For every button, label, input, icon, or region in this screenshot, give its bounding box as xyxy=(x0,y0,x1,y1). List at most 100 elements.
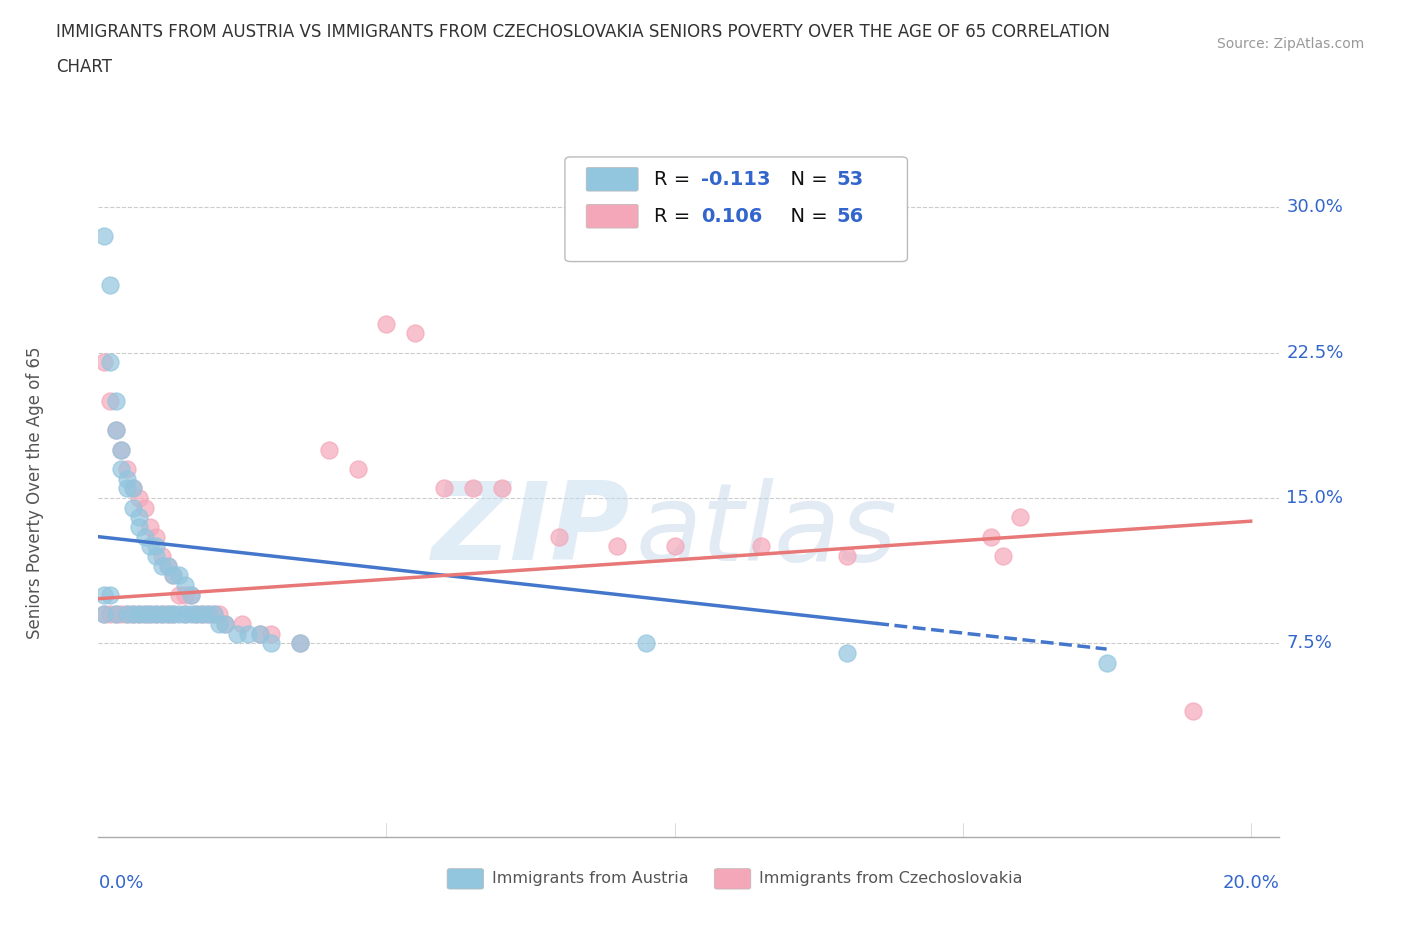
Text: 22.5%: 22.5% xyxy=(1286,343,1344,362)
Point xyxy=(93,606,115,621)
Point xyxy=(98,355,121,370)
Point xyxy=(162,568,184,583)
Point xyxy=(156,606,179,621)
Point xyxy=(93,229,115,244)
Text: 0.0%: 0.0% xyxy=(98,874,143,892)
Point xyxy=(122,500,145,515)
Point xyxy=(104,423,127,438)
Point xyxy=(318,442,340,457)
Text: 30.0%: 30.0% xyxy=(1286,198,1343,217)
Point xyxy=(122,481,145,496)
Point xyxy=(115,472,138,486)
Text: IMMIGRANTS FROM AUSTRIA VS IMMIGRANTS FROM CZECHOSLOVAKIA SENIORS POVERTY OVER T: IMMIGRANTS FROM AUSTRIA VS IMMIGRANTS FR… xyxy=(56,23,1111,41)
Point xyxy=(173,606,195,621)
Point xyxy=(98,277,121,292)
Point xyxy=(191,606,214,621)
Point xyxy=(139,606,162,621)
Text: Immigrants from Czechoslovakia: Immigrants from Czechoslovakia xyxy=(759,871,1022,886)
Point xyxy=(110,606,132,621)
Point xyxy=(122,606,145,621)
Point xyxy=(461,481,484,496)
Point xyxy=(134,606,156,621)
Point xyxy=(214,617,236,631)
Point xyxy=(375,316,398,331)
Point xyxy=(115,606,138,621)
Point xyxy=(104,423,127,438)
Point xyxy=(288,636,311,651)
Point xyxy=(139,606,162,621)
Point xyxy=(208,606,231,621)
Point xyxy=(145,549,167,564)
Point xyxy=(249,626,271,641)
Point xyxy=(150,606,173,621)
Point xyxy=(128,606,150,621)
Point xyxy=(104,393,127,408)
Point xyxy=(260,626,283,641)
FancyBboxPatch shape xyxy=(586,205,638,228)
Point xyxy=(134,606,156,621)
Point xyxy=(145,606,167,621)
Point xyxy=(173,606,195,621)
Text: Immigrants from Austria: Immigrants from Austria xyxy=(492,871,689,886)
Point xyxy=(260,636,283,651)
Text: Seniors Poverty Over the Age of 65: Seniors Poverty Over the Age of 65 xyxy=(27,347,44,639)
Point xyxy=(98,606,121,621)
Point xyxy=(145,539,167,554)
Point xyxy=(214,617,236,631)
Point xyxy=(288,636,311,651)
Point xyxy=(180,606,202,621)
Text: 20.0%: 20.0% xyxy=(1223,874,1279,892)
Text: R =: R = xyxy=(654,170,696,189)
Point xyxy=(128,510,150,525)
Point xyxy=(145,529,167,544)
Point xyxy=(231,617,253,631)
Text: ZIP: ZIP xyxy=(432,477,630,583)
Point xyxy=(162,568,184,583)
Point xyxy=(162,606,184,621)
Point xyxy=(173,588,195,603)
Text: CHART: CHART xyxy=(56,58,112,75)
Text: N =: N = xyxy=(778,170,834,189)
Point xyxy=(346,461,368,476)
Point xyxy=(167,606,190,621)
Text: 0.106: 0.106 xyxy=(700,206,762,226)
Point xyxy=(548,529,571,544)
Text: 7.5%: 7.5% xyxy=(1286,634,1333,652)
Point xyxy=(606,539,628,554)
Point xyxy=(167,588,190,603)
Point xyxy=(128,490,150,505)
Text: 53: 53 xyxy=(837,170,863,189)
Point xyxy=(202,606,225,621)
Point xyxy=(93,588,115,603)
Point xyxy=(162,606,184,621)
Point xyxy=(93,355,115,370)
FancyBboxPatch shape xyxy=(586,167,638,192)
Point xyxy=(991,549,1014,564)
Point xyxy=(134,529,156,544)
Point xyxy=(238,626,260,641)
Point xyxy=(110,442,132,457)
Point xyxy=(139,520,162,535)
Point xyxy=(122,606,145,621)
Point xyxy=(145,606,167,621)
Point xyxy=(104,606,127,621)
Point xyxy=(156,558,179,573)
Point xyxy=(1095,656,1118,671)
Point xyxy=(664,539,686,554)
Point xyxy=(115,461,138,476)
Point xyxy=(150,606,173,621)
Point xyxy=(134,500,156,515)
Point xyxy=(249,626,271,641)
Point xyxy=(104,606,127,621)
Text: R =: R = xyxy=(654,206,696,226)
Point xyxy=(634,636,657,651)
Point xyxy=(139,539,162,554)
Point xyxy=(186,606,208,621)
Point xyxy=(98,393,121,408)
Point xyxy=(156,606,179,621)
Point xyxy=(167,568,190,583)
Point xyxy=(173,578,195,592)
Point xyxy=(156,558,179,573)
Text: 15.0%: 15.0% xyxy=(1286,489,1344,507)
Point xyxy=(202,606,225,621)
